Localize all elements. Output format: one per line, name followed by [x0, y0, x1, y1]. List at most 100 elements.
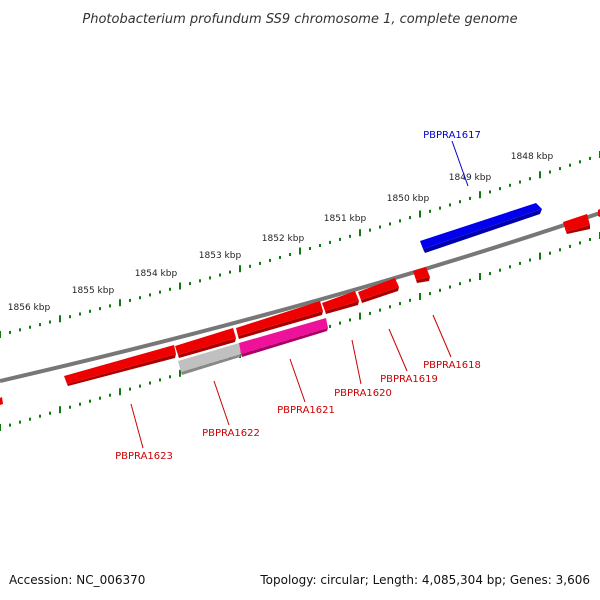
- gene-label-PBPRA1623: PBPRA1623: [115, 451, 173, 462]
- inner-tick-mark: [329, 324, 331, 328]
- gene-label-PBPRA1620: PBPRA1620: [334, 388, 392, 399]
- outer-tick-mark: [189, 282, 191, 286]
- outer-tick-track: [0, 151, 600, 338]
- tick-labels: 1848 kbp 1849 kbp 1850 kbp 1851 kbp 1852…: [8, 152, 554, 313]
- outer-tick-mark: [459, 200, 461, 204]
- gene-label-PBPRA1619: PBPRA1619: [380, 374, 438, 385]
- tick-label-1854: 1854 kbp: [135, 269, 178, 279]
- outer-tick-mark: [199, 279, 201, 283]
- outer-tick-mark: [179, 282, 181, 290]
- gene-PBPRA1623[interactable]: [64, 345, 176, 386]
- genome-summary: Topology: circular; Length: 4,085,304 bp…: [260, 573, 590, 587]
- gene-features: [0, 203, 600, 405]
- inner-tick-mark: [449, 285, 451, 289]
- gray-feature[interactable]: [178, 343, 241, 375]
- tick-label-1848: 1848 kbp: [511, 152, 554, 162]
- outer-tick-mark: [0, 331, 1, 338]
- inner-tick-mark: [559, 248, 561, 252]
- inner-tick-mark: [49, 411, 51, 415]
- outer-tick-mark: [389, 222, 391, 226]
- map-title: Photobacterium profundum SS9 chromosome …: [82, 12, 517, 27]
- accession-label: Accession: NC_006370: [9, 573, 146, 587]
- outer-tick-mark: [489, 190, 491, 194]
- inner-tick-mark: [529, 258, 531, 262]
- gene-labels: PBPRA1617 PBPRA1618 PBPRA1619 PBPRA1620 …: [115, 130, 481, 462]
- tick-label-1849: 1849 kbp: [449, 173, 492, 183]
- inner-tick-mark: [109, 393, 111, 397]
- label-leader-lines: [130, 140, 469, 449]
- outer-tick-mark: [359, 229, 361, 237]
- inner-tick-mark: [29, 417, 31, 421]
- outer-tick-mark: [149, 293, 151, 297]
- outer-tick-mark: [169, 287, 171, 291]
- inner-tick-mark: [99, 396, 101, 400]
- outer-tick-mark: [569, 163, 571, 167]
- outer-tick-mark: [139, 296, 141, 300]
- gene-PBPRA1617[interactable]: [420, 203, 542, 253]
- outer-tick-mark: [329, 240, 331, 244]
- outer-tick-mark: [339, 237, 341, 241]
- outer-tick-mark: [409, 216, 411, 220]
- tick-label-1855: 1855 kbp: [72, 286, 115, 296]
- outer-tick-mark: [9, 330, 11, 334]
- outer-tick-mark: [279, 256, 281, 259]
- gene-PBPRA1621[interactable]: [236, 301, 323, 339]
- inner-tick-mark: [19, 420, 21, 424]
- outer-tick-mark: [559, 167, 561, 171]
- outer-tick-mark: [159, 290, 161, 294]
- outer-tick-mark: [219, 273, 221, 277]
- inner-tick-mark: [549, 251, 551, 255]
- inner-tick-mark: [499, 268, 501, 272]
- outer-tick-mark: [379, 225, 381, 229]
- gene-PBPRA1620[interactable]: [322, 291, 359, 314]
- outer-tick-mark: [289, 253, 291, 256]
- tick-label-1851: 1851 kbp: [324, 214, 367, 224]
- gene-label-PBPRA1621: PBPRA1621: [277, 405, 335, 416]
- outer-tick-mark: [439, 206, 441, 210]
- outer-tick-mark: [589, 156, 591, 160]
- inner-tick-mark: [589, 238, 591, 241]
- leader-PBPRA1618: [432, 314, 452, 358]
- highlighted-feature[interactable]: [239, 318, 328, 357]
- inner-tick-mark: [489, 272, 491, 276]
- inner-tick-mark: [159, 378, 161, 382]
- inner-tick-mark: [0, 424, 1, 431]
- outer-tick-mark: [259, 261, 261, 265]
- inner-tick-mark: [119, 388, 121, 396]
- gene-fragment-right[interactable]: [563, 214, 590, 234]
- inner-tick-mark: [129, 387, 131, 391]
- outer-tick-mark: [109, 304, 111, 308]
- inner-tick-mark: [459, 282, 461, 286]
- inner-tick-mark: [339, 321, 341, 325]
- outer-tick-mark: [59, 315, 61, 323]
- gene-fragment-left[interactable]: [0, 397, 3, 405]
- outer-tick-mark: [539, 171, 541, 179]
- outer-tick-mark: [79, 312, 81, 316]
- inner-tick-mark: [539, 252, 541, 260]
- gene-PBPRA1622[interactable]: [175, 328, 236, 358]
- outer-tick-mark: [299, 247, 301, 255]
- outer-tick-mark: [99, 307, 101, 311]
- inner-tick-mark: [439, 288, 441, 292]
- outer-tick-mark: [29, 325, 31, 329]
- outer-tick-mark: [529, 177, 531, 181]
- inner-tick-mark: [569, 244, 571, 248]
- inner-tick-mark: [179, 369, 181, 377]
- outer-tick-mark: [229, 270, 231, 274]
- gene-PBPRA1619[interactable]: [358, 278, 399, 303]
- outer-tick-mark: [369, 228, 371, 232]
- inner-tick-mark: [149, 381, 151, 385]
- tick-label-1853: 1853 kbp: [199, 251, 242, 261]
- inner-tick-mark: [409, 298, 411, 302]
- chromosome-backbone: [0, 211, 600, 383]
- outer-tick-mark: [69, 315, 71, 319]
- outer-tick-mark: [129, 298, 131, 302]
- outer-tick-mark: [469, 196, 471, 200]
- inner-tick-mark: [139, 384, 141, 388]
- gene-label-PBPRA1618: PBPRA1618: [423, 360, 481, 371]
- inner-tick-mark: [349, 318, 351, 322]
- outer-tick-mark: [499, 187, 501, 191]
- gene-PBPRA1618[interactable]: [413, 267, 430, 283]
- leader-PBPRA1621: [289, 358, 306, 403]
- outer-tick-mark: [309, 247, 311, 250]
